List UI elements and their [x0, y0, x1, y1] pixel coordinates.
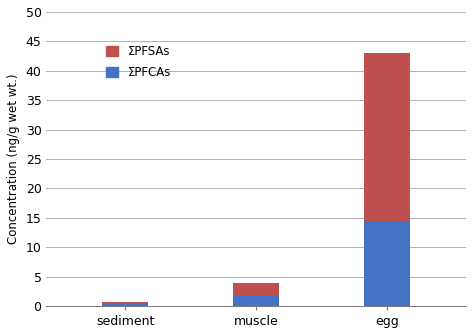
Y-axis label: Concentration (ng/g wet wt.): Concentration (ng/g wet wt.): [7, 74, 20, 244]
Bar: [102, 303, 148, 306]
Bar: [364, 221, 410, 306]
Bar: [233, 282, 279, 296]
Legend: ΣPFSAs, ΣPFCAs: ΣPFSAs, ΣPFCAs: [103, 42, 175, 83]
Bar: [233, 296, 279, 306]
Bar: [102, 302, 148, 303]
Bar: [364, 53, 410, 221]
